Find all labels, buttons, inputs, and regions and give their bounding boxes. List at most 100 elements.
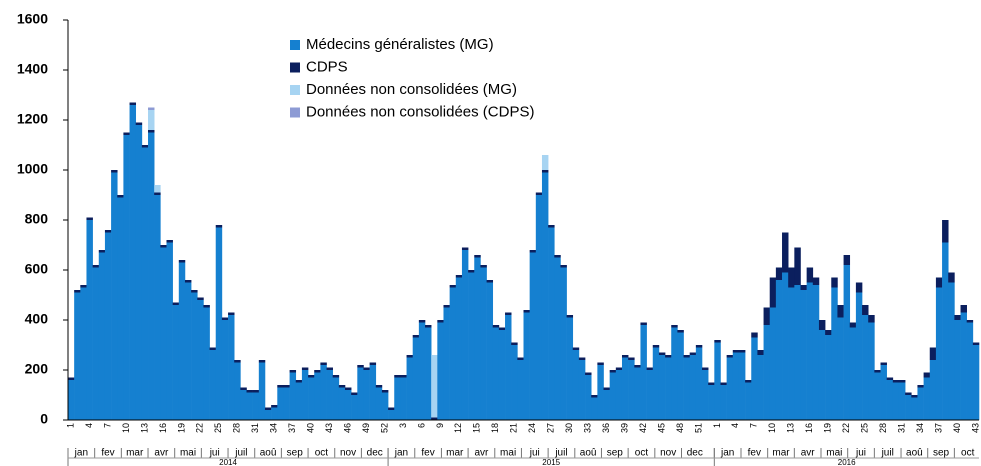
bar-segment xyxy=(597,362,604,365)
legend-label: Médecins généralistes (MG) xyxy=(306,36,494,53)
x-tick-label: 13 xyxy=(139,423,149,433)
legend-label: Données non consolidées (MG) xyxy=(306,81,517,98)
bar-segment xyxy=(585,375,592,420)
bar-segment xyxy=(677,332,684,420)
month-label: sep xyxy=(607,448,624,459)
bar-segment xyxy=(412,337,420,420)
legend-swatch xyxy=(290,85,300,95)
bar-segment xyxy=(788,287,795,420)
bar-segment xyxy=(535,195,543,420)
legend-label: CDPS xyxy=(306,58,348,75)
bar-segment xyxy=(818,320,826,330)
bar-segment xyxy=(154,192,161,195)
bar-segment xyxy=(683,357,690,420)
bar-segment xyxy=(277,385,284,388)
month-label: nov xyxy=(660,448,676,459)
bar-segment xyxy=(271,407,278,420)
bar-segment xyxy=(708,382,715,385)
bar-segment xyxy=(314,372,321,420)
x-tick-label: 34 xyxy=(269,423,279,433)
bar-segment xyxy=(511,342,518,345)
bar-segment xyxy=(492,325,500,328)
bar-segment xyxy=(148,107,155,110)
bar-segment xyxy=(234,360,241,363)
bar-segment xyxy=(418,322,426,420)
x-tick-label: 45 xyxy=(656,423,666,433)
bar-segment xyxy=(264,407,272,410)
bar-segment xyxy=(862,305,869,315)
bar-segment xyxy=(381,392,389,420)
bar-segment xyxy=(191,292,198,420)
bar-segment xyxy=(523,310,530,313)
bar-segment xyxy=(98,252,106,420)
bar-segment xyxy=(757,350,764,355)
bar-segment xyxy=(209,347,217,350)
bar-segment xyxy=(578,360,586,420)
bar-segment xyxy=(104,232,112,420)
bar-segment xyxy=(148,110,155,130)
bar-segment xyxy=(486,280,494,283)
month-label: mar xyxy=(446,448,464,459)
bar-segment xyxy=(609,370,617,373)
bar-segment xyxy=(123,132,130,135)
bar-segment xyxy=(905,392,912,395)
month-label: fev xyxy=(748,448,761,459)
bar-segment xyxy=(695,345,703,348)
bar-segment xyxy=(591,395,598,398)
bar-segment xyxy=(640,322,647,325)
x-tick-label: 28 xyxy=(878,423,888,433)
bar-segment xyxy=(406,357,414,420)
bar-segment xyxy=(406,355,414,358)
bar-segment xyxy=(178,262,186,420)
bar-segment xyxy=(98,250,106,253)
bar-segment xyxy=(351,392,358,395)
bar-segment xyxy=(320,365,327,420)
bar-segment xyxy=(775,280,783,420)
bar-segment xyxy=(782,232,789,273)
x-tick-label: 48 xyxy=(675,423,685,433)
y-tick-label: 1400 xyxy=(17,61,48,77)
bar-segment xyxy=(954,315,961,320)
bar-segment xyxy=(529,250,537,253)
bar-segment xyxy=(591,397,598,420)
month-label: nov xyxy=(340,448,356,459)
bar-segment xyxy=(468,270,475,273)
bar-segment xyxy=(277,387,284,420)
bar-segment xyxy=(492,327,500,420)
month-label: jui xyxy=(855,448,866,459)
bar-segment xyxy=(332,375,340,378)
bar-segment xyxy=(560,267,567,420)
bar-segment xyxy=(425,325,432,328)
bar-segment xyxy=(221,317,229,320)
bar-segment xyxy=(843,255,851,265)
bar-segment xyxy=(326,370,333,420)
bar-segment xyxy=(394,375,401,378)
bar-segment xyxy=(621,357,629,420)
bar-segment xyxy=(972,342,980,345)
bar-segment xyxy=(714,342,721,420)
bar-segment xyxy=(541,172,549,420)
bar-segment xyxy=(646,367,654,370)
bar-segment xyxy=(203,305,210,308)
bar-segment xyxy=(369,365,377,420)
bar-segment xyxy=(665,355,672,358)
bar-segment xyxy=(443,305,450,308)
bar-segment xyxy=(720,382,727,385)
bar-segment xyxy=(141,145,149,148)
x-tick-label: 4 xyxy=(84,423,94,428)
bar-segment xyxy=(658,355,666,420)
month-label: mai xyxy=(500,448,516,459)
bar-segment xyxy=(184,282,192,420)
bar-segment xyxy=(665,357,672,420)
bar-segment xyxy=(646,370,654,420)
bar-segment xyxy=(74,290,81,293)
y-tick-label: 800 xyxy=(25,211,49,227)
bar-segment xyxy=(849,327,857,420)
month-label: dec xyxy=(367,448,383,459)
bar-segment xyxy=(757,355,764,420)
bar-segment xyxy=(474,255,481,258)
bar-segment xyxy=(935,287,943,420)
bar-segment xyxy=(935,277,943,288)
bar-segment xyxy=(738,350,746,353)
bar-segment xyxy=(505,315,512,420)
